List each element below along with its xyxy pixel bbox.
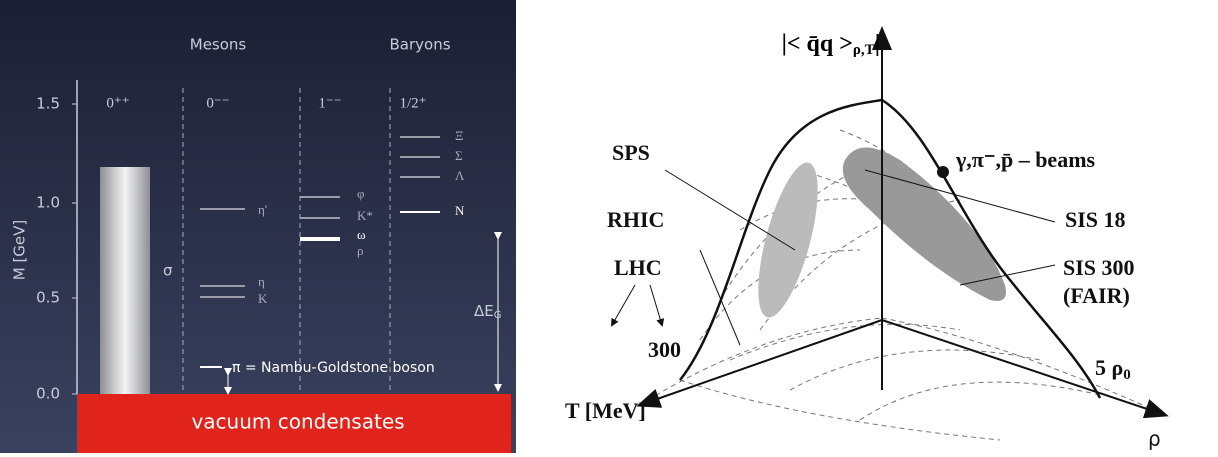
y-tick-label: 1.5 bbox=[36, 95, 60, 113]
t-axis-label: T [MeV] bbox=[565, 398, 646, 423]
y-tick-label: 1.0 bbox=[36, 194, 60, 212]
sigma-label: σ bbox=[163, 262, 173, 280]
rho-sub: 0 bbox=[1123, 367, 1131, 383]
figure: vacuum condensates Mesons Baryons M [GeV… bbox=[0, 0, 1218, 453]
rhic-region bbox=[746, 157, 830, 323]
group-label: 1⁻⁻ bbox=[318, 95, 341, 111]
group-label: 0⁻⁻ bbox=[206, 95, 229, 111]
rho-label: 5 ρ0 bbox=[1095, 355, 1131, 383]
pion-label: π = Nambu-Goldstone boson bbox=[232, 360, 435, 376]
level-label: Ξ bbox=[455, 128, 463, 143]
title-main: < q̄q > bbox=[787, 31, 853, 57]
group-label: 1/2⁺ bbox=[399, 95, 426, 111]
sigma-bar bbox=[100, 167, 150, 394]
level-label: φ bbox=[357, 186, 365, 201]
y-tick-label: 0.5 bbox=[36, 289, 60, 307]
column-header: Mesons bbox=[190, 36, 247, 54]
gap-sub: G bbox=[494, 310, 502, 321]
gap-main: ΔE bbox=[474, 302, 494, 320]
region-label: γ,π⁻,p̄ – beams bbox=[955, 147, 1096, 172]
region-label: SIS 18 bbox=[1065, 207, 1126, 232]
y-tick-label: 0.0 bbox=[36, 385, 60, 403]
condensate-curve bbox=[680, 100, 1100, 398]
region-label: (FAIR) bbox=[1063, 283, 1130, 308]
vertical-axis-title: |< q̄q >ρ,T| bbox=[782, 31, 880, 59]
t-axis bbox=[640, 320, 882, 405]
beam-point bbox=[937, 166, 949, 178]
rho-main: 5 ρ bbox=[1095, 355, 1123, 380]
level-label: Σ bbox=[455, 148, 463, 163]
region-label: 300 bbox=[648, 337, 681, 362]
vacuum-label: vacuum condensates bbox=[191, 410, 404, 434]
region-label: LHC bbox=[614, 255, 662, 280]
level-label: K* bbox=[357, 208, 373, 223]
title-sub: ρ,T bbox=[853, 42, 875, 58]
level-label: η bbox=[258, 274, 265, 289]
level-label: ρ bbox=[357, 243, 364, 258]
group-label: 0⁺⁺ bbox=[106, 95, 129, 111]
level-label: Λ bbox=[455, 168, 465, 183]
y-axis-label: M [GeV] bbox=[11, 220, 29, 281]
rho-axis-label: ρ bbox=[1148, 427, 1161, 451]
level-label: K bbox=[258, 291, 268, 306]
level-label: η' bbox=[258, 202, 267, 217]
region-label: SIS 300 bbox=[1063, 255, 1135, 280]
region-label: RHIC bbox=[607, 207, 664, 232]
column-header: Baryons bbox=[389, 36, 450, 54]
level-label: ω bbox=[357, 227, 366, 242]
region-label: SPS bbox=[612, 140, 650, 165]
level-label: N bbox=[455, 203, 465, 218]
